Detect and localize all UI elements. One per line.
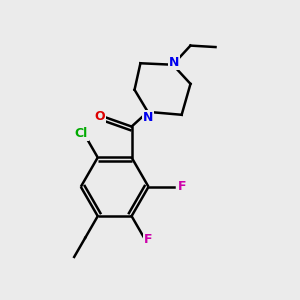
Text: F: F — [178, 180, 186, 193]
Text: N: N — [169, 56, 179, 69]
Text: O: O — [95, 110, 105, 123]
Text: Cl: Cl — [74, 127, 88, 140]
Text: F: F — [144, 232, 152, 246]
Text: N: N — [142, 111, 153, 124]
